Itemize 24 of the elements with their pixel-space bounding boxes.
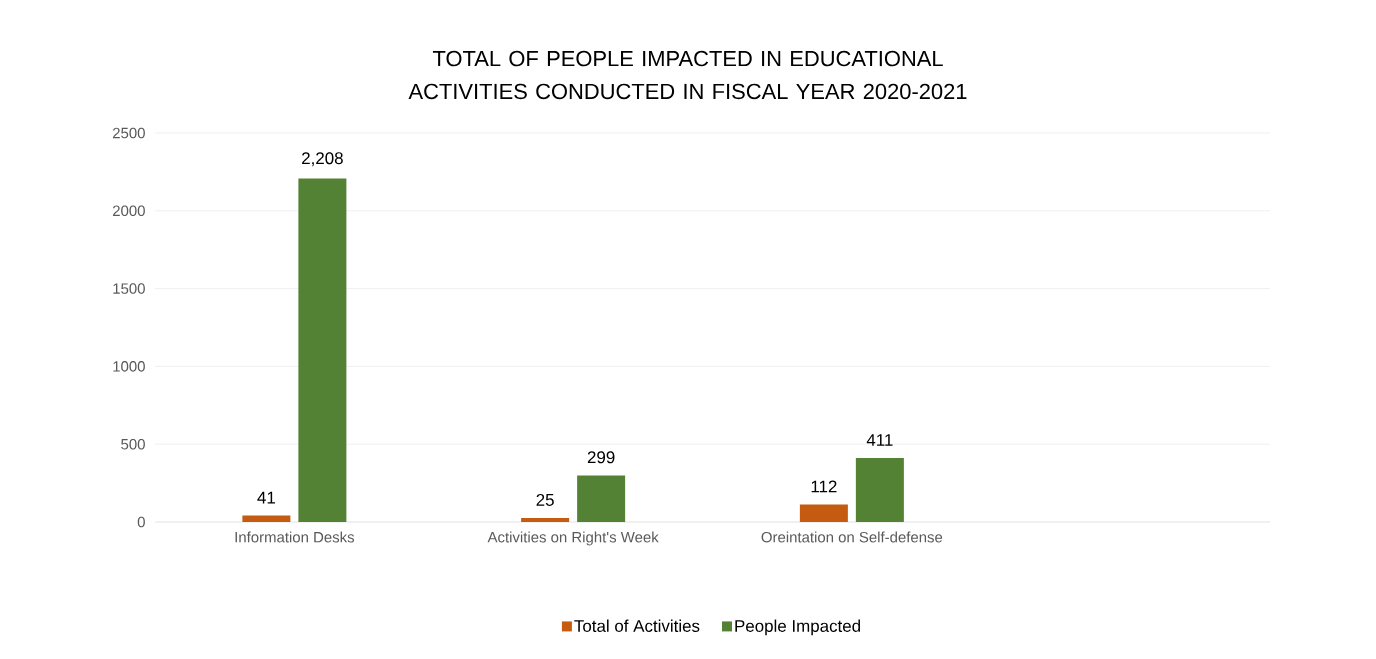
bar [855,458,904,522]
data-label: 112 [811,480,837,493]
y-tick-label: 2500 [113,127,145,139]
bar [799,504,848,522]
data-label: 2,208 [302,152,343,167]
data-label: 25 [536,493,554,506]
x-tick-label: Oreintation on Self-defense [761,531,943,543]
data-label: 41 [257,491,275,504]
bar [242,515,291,522]
y-tick-label: 2000 [113,205,145,217]
data-label: 411 [866,434,893,446]
x-tick-label: Information Desks [235,531,355,543]
chart-title: TOTAL OF PEOPLE IMPACTED IN EDUCATIONAL ACTIVITIES CONDUCTED IN FISCAL YEAR 2020-2021 [408,50,967,100]
data-label: 299 [587,451,615,464]
bar [298,178,347,522]
y-tick-label: 0 [137,516,145,528]
legend-label: People Impacted [735,619,860,636]
x-tick-label: Activities on Right's Week [487,531,659,546]
y-tick-label: 1500 [113,283,145,294]
bar [521,518,570,522]
y-tick-label: 1000 [113,361,145,372]
bar [577,475,626,522]
y-tick-label: 500 [121,438,145,450]
legend-label: Total of Activities [574,619,700,632]
